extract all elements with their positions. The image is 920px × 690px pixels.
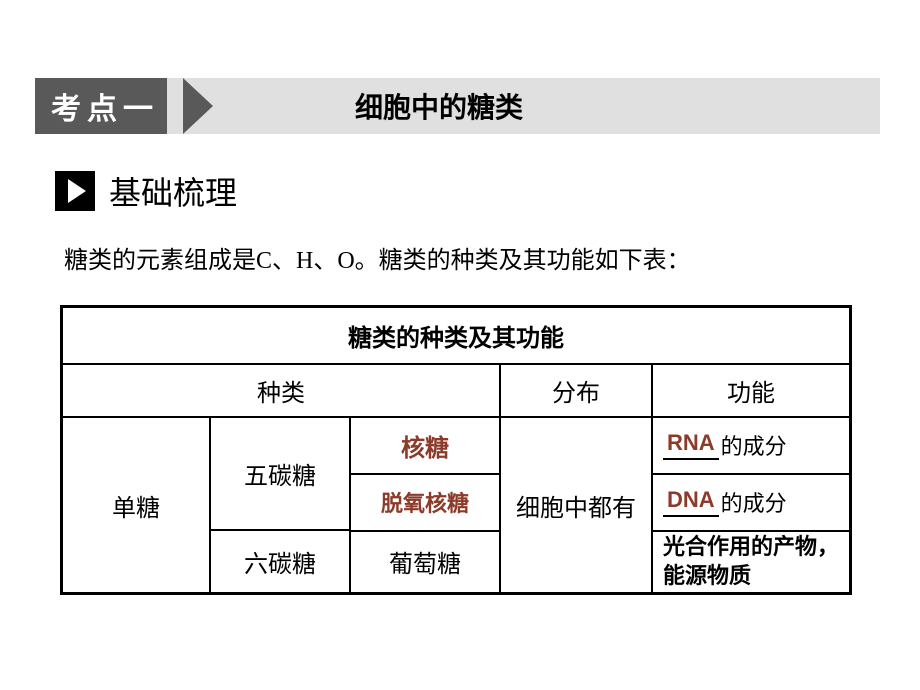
cell-six-carbon: 六碳糖	[211, 531, 349, 592]
tag-arrow-icon	[183, 78, 213, 134]
cell-func-glucose: 光合作用的产物，能源物质	[653, 532, 849, 592]
col-header-dist: 分布	[501, 365, 653, 418]
cell-func-rna: RNA 的成分	[653, 418, 849, 475]
table-body: 单糖 五碳糖 六碳糖 核糖 脱氧核糖 葡萄糖 细胞中都有 RNA 的成分 DNA…	[63, 418, 849, 592]
cell-name-col: 核糖 脱氧核糖 葡萄糖	[351, 418, 501, 592]
play-icon	[55, 171, 95, 211]
suffix-rna: 的成分	[721, 429, 787, 461]
cell-func-col: RNA 的成分 DNA 的成分 光合作用的产物，能源物质	[653, 418, 849, 592]
blank-rna: RNA	[663, 430, 719, 460]
sugar-table: 糖类的种类及其功能 种类 分布 功能 单糖 五碳糖 六碳糖 核糖 脱氧核糖 葡萄…	[60, 305, 852, 595]
intro-text: 糖类的元素组成是C、H、O。糖类的种类及其功能如下表：	[64, 240, 691, 275]
subheading-text: 基础梳理	[109, 168, 237, 214]
blank-dna: DNA	[663, 487, 719, 517]
cell-ribose: 核糖	[351, 418, 499, 475]
topic-tag: 考点一	[35, 78, 167, 134]
page-title: 细胞中的糖类	[355, 86, 523, 126]
cell-deoxyribose: 脱氧核糖	[351, 475, 499, 532]
cell-five-carbon: 五碳糖	[211, 418, 349, 531]
cell-distribution: 细胞中都有	[501, 418, 653, 592]
table-header-row: 种类 分布 功能	[63, 365, 849, 418]
table-title: 糖类的种类及其功能	[63, 308, 849, 365]
header-bar: 考点一 细胞中的糖类	[35, 78, 880, 134]
col-header-func: 功能	[653, 365, 849, 418]
cell-sub-col: 五碳糖 六碳糖	[211, 418, 351, 592]
subheading-row: 基础梳理	[55, 168, 237, 214]
col-header-kind: 种类	[63, 365, 501, 418]
cell-glucose: 葡萄糖	[351, 532, 499, 592]
suffix-dna: 的成分	[721, 486, 787, 518]
triangle-icon	[68, 179, 86, 203]
cell-func-dna: DNA 的成分	[653, 475, 849, 532]
cell-main-category: 单糖	[63, 418, 211, 592]
